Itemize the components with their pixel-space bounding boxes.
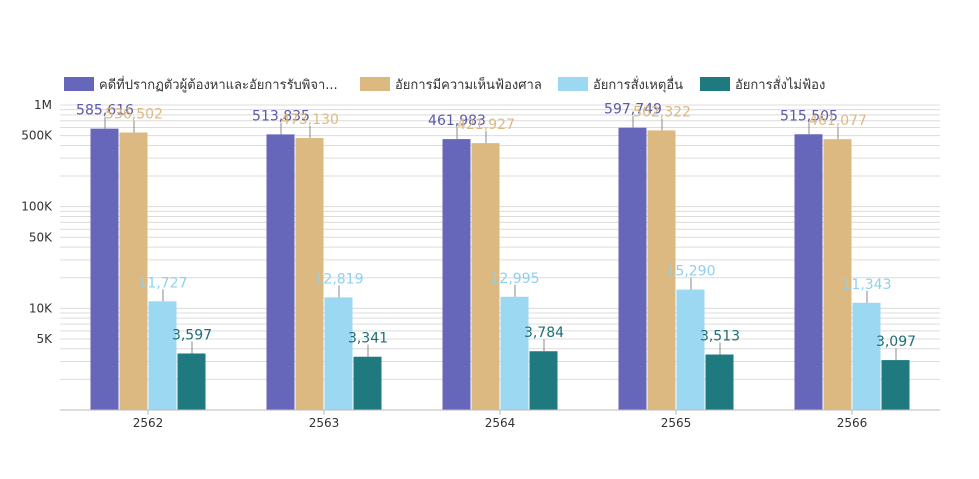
y-axis: 1M 500K 100K 50K 10K 5K [21, 98, 53, 346]
bar[interactable] [647, 130, 676, 410]
bar[interactable] [618, 127, 647, 410]
bar[interactable] [852, 302, 881, 410]
x-tick-label: 2563 [309, 416, 340, 430]
data-label: 513,835 [252, 108, 310, 124]
data-label: 11,343 [843, 277, 892, 293]
legend-swatch [64, 77, 94, 91]
bar[interactable] [353, 356, 382, 410]
legend-item[interactable]: อัยการสั่งเหตุอื่น [558, 76, 683, 93]
legend-swatch [700, 77, 730, 91]
x-axis: 2562 2563 2564 2565 2566 [60, 409, 940, 430]
x-tick-label: 2566 [837, 416, 868, 430]
data-label: 3,513 [700, 329, 740, 345]
data-label: 597,749 [604, 102, 662, 118]
legend-label: อัยการมีความเห็นฟ้องศาล [395, 75, 542, 93]
data-label: 11,727 [139, 275, 188, 291]
y-tick-label: 100K [21, 200, 53, 214]
legend-item[interactable]: อัยการสั่งไม่ฟ้อง [700, 76, 825, 93]
bar[interactable] [148, 301, 177, 410]
data-label: 421,927 [457, 117, 515, 133]
bar[interactable] [823, 139, 852, 410]
bar[interactable] [881, 360, 910, 410]
bar[interactable] [794, 134, 823, 410]
bars [90, 127, 910, 411]
bar[interactable] [295, 138, 324, 411]
bar[interactable] [442, 139, 471, 410]
data-label: 461,983 [428, 113, 486, 129]
bar[interactable] [471, 143, 500, 410]
data-label: 3,341 [348, 331, 388, 347]
legend-item[interactable]: คดีที่ปรากฏตัวผู้ต้องหาและอัยการรับพิจา.… [64, 76, 338, 93]
bar[interactable] [119, 132, 148, 410]
bar[interactable] [529, 351, 558, 410]
legend-label: อัยการสั่งเหตุอื่น [593, 76, 683, 93]
x-tick-label: 2562 [133, 416, 164, 430]
data-label: 461,077 [809, 113, 867, 129]
data-label: 15,290 [667, 264, 716, 280]
data-label: 12,995 [491, 271, 540, 287]
y-tick-label: 10K [29, 301, 53, 315]
data-label: 12,819 [315, 271, 364, 287]
data-label: 536,502 [105, 106, 163, 122]
data-label: 562,322 [633, 104, 691, 120]
bar[interactable] [90, 128, 119, 410]
y-tick-label: 5K [36, 332, 53, 346]
bar[interactable] [705, 354, 734, 410]
grid-lines [60, 104, 940, 411]
y-tick-label: 500K [21, 129, 53, 143]
data-label: 585,616 [76, 103, 134, 119]
legend-label: คดีที่ปรากฏตัวผู้ต้องหาและอัยการรับพิจา.… [99, 76, 338, 93]
y-tick-label: 50K [29, 230, 53, 244]
legend: คดีที่ปรากฏตัวผู้ต้องหาและอัยการรับพิจา.… [64, 75, 825, 93]
data-label: 3,097 [876, 334, 916, 350]
bar[interactable] [500, 296, 529, 410]
legend-label: อัยการสั่งไม่ฟ้อง [735, 76, 825, 93]
data-label: 3,597 [172, 327, 212, 343]
y-tick-label: 1M [34, 98, 52, 112]
legend-item[interactable]: อัยการมีความเห็นฟ้องศาล [360, 75, 542, 93]
legend-swatch [360, 77, 390, 91]
data-label: 473,130 [281, 112, 339, 128]
bar[interactable] [324, 297, 353, 410]
data-label: 3,784 [524, 325, 564, 341]
x-tick-label: 2565 [661, 416, 692, 430]
bar[interactable] [266, 134, 295, 410]
data-label: 515,505 [780, 108, 838, 124]
bar[interactable] [177, 353, 206, 410]
legend-swatch [558, 77, 588, 91]
bar[interactable] [676, 289, 705, 410]
x-tick-label: 2564 [485, 416, 516, 430]
